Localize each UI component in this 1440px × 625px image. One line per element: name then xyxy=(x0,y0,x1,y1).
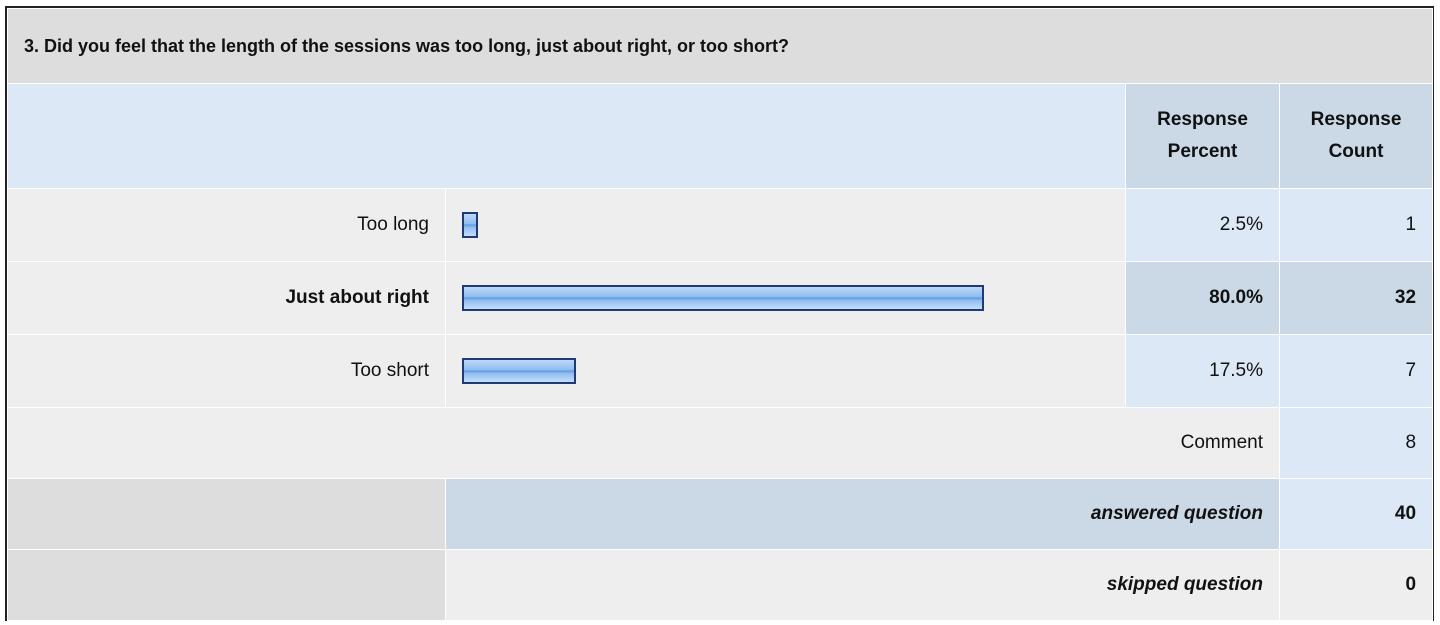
answer-row: Too short 17.5% 7 xyxy=(7,334,1434,408)
bar xyxy=(462,285,984,311)
bar-cell xyxy=(445,188,1126,262)
answer-label: Too short xyxy=(7,334,446,408)
answer-row: Just about right 80.0% 32 xyxy=(7,261,1434,335)
blank xyxy=(7,478,446,550)
response-count: 7 xyxy=(1278,334,1434,408)
answer-row: Too long 2.5% 1 xyxy=(7,188,1434,262)
skipped-count: 0 xyxy=(1278,549,1434,621)
response-count: 1 xyxy=(1278,188,1434,262)
answered-label: answered question xyxy=(445,478,1280,550)
bar xyxy=(462,212,479,238)
bar xyxy=(462,358,577,384)
answer-label: Too long xyxy=(7,188,446,262)
bar-cell xyxy=(445,334,1126,408)
survey-panel: 3. Did you feel that the length of the s… xyxy=(5,6,1434,621)
bar-cell xyxy=(445,261,1126,335)
response-percent: 17.5% xyxy=(1125,334,1280,408)
blank xyxy=(7,549,446,621)
header-percent: Response Percent xyxy=(1125,83,1280,189)
header-blank xyxy=(7,83,1126,189)
comment-label: Comment xyxy=(7,407,1280,479)
comment-count: 8 xyxy=(1278,407,1434,479)
question-title: 3. Did you feel that the length of the s… xyxy=(6,8,1434,84)
answer-label: Just about right xyxy=(7,261,446,335)
response-percent: 2.5% xyxy=(1125,188,1280,262)
response-count: 32 xyxy=(1278,261,1434,335)
response-percent: 80.0% xyxy=(1125,261,1280,335)
answered-count: 40 xyxy=(1278,478,1434,550)
header-count: Response Count xyxy=(1278,83,1434,189)
results-table: 3. Did you feel that the length of the s… xyxy=(6,8,1434,621)
skipped-label: skipped question xyxy=(445,549,1280,621)
